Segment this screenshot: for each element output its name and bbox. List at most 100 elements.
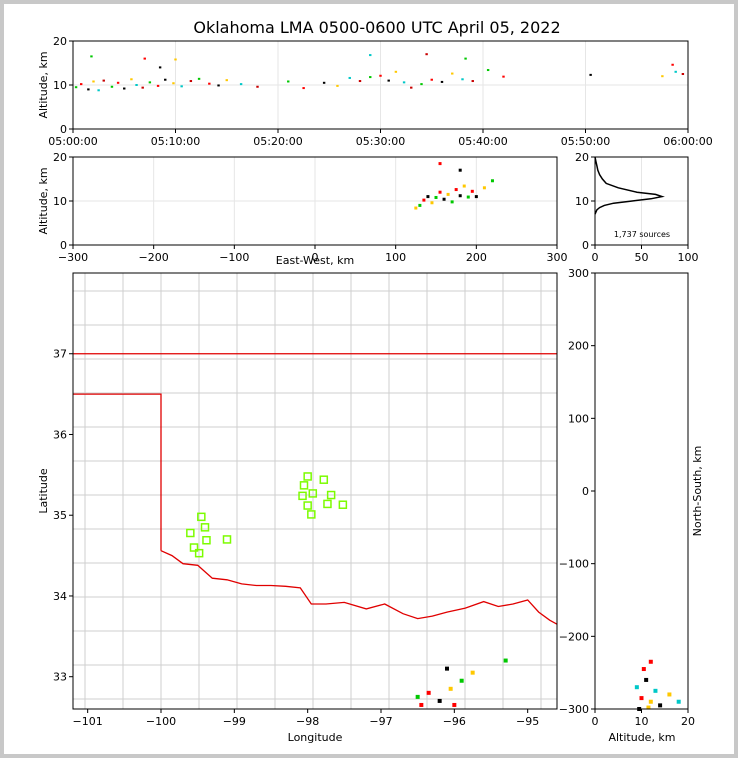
plan-view-source <box>437 698 442 703</box>
ns-height-point <box>676 699 681 704</box>
time-height-point <box>358 80 362 83</box>
ns-height-point <box>644 677 649 682</box>
ew-height-y-tick-label: 20 <box>53 151 67 164</box>
county-lines <box>73 273 557 709</box>
time-height-ticks: 05:00:00 05:10:00 05:20:00 05:30:00 05:40:00… <box>48 35 712 148</box>
ns-height-point <box>639 696 644 701</box>
lma-station-marker <box>338 500 348 509</box>
lma-station-marker <box>189 543 199 552</box>
lma-station-marker <box>303 472 312 481</box>
time-height-point <box>116 81 120 84</box>
plan-view-x-tick-label: −97 <box>369 715 392 728</box>
plan-view-source <box>419 702 424 707</box>
time-height-ylabel: Altitude, km <box>37 51 50 118</box>
source-count-note: 1,737 sources <box>614 230 670 239</box>
time-height-point <box>148 81 152 84</box>
ns-height-point <box>648 659 653 664</box>
plan-view-x-tick-label: −98 <box>296 715 319 728</box>
plan-view-sources <box>415 658 508 707</box>
time-height-point <box>302 87 305 90</box>
plan-view-x-tick-label: −101 <box>73 715 103 728</box>
time-height-point <box>671 63 674 66</box>
ns-height-points <box>634 659 681 711</box>
plan-view-xlabel: Longitude <box>288 731 343 744</box>
ew-height-point <box>462 184 466 188</box>
ns-height-x-tick-label: 0 <box>592 715 599 728</box>
plan-view-source <box>470 670 475 675</box>
ew-height-x-tick-label: −100 <box>219 251 249 264</box>
time-height-point <box>102 79 105 82</box>
ew-height-point <box>438 190 442 194</box>
time-height-point <box>172 82 175 85</box>
histogram-x-tick-label: 100 <box>678 251 699 264</box>
ew-height-point <box>438 162 442 166</box>
histogram-y-tick-label: 10 <box>575 195 589 208</box>
lma-stations <box>186 472 348 558</box>
ew-height-point <box>482 186 486 190</box>
time-height-point <box>110 85 114 88</box>
ew-height-y-tick-label: 0 <box>60 239 67 252</box>
ew-height-xlabel: East-West, km <box>276 254 354 267</box>
plan-view-y-tick-label: 35 <box>53 509 67 522</box>
time-height-points <box>74 53 685 92</box>
time-height-x-tick-label: 05:00:00 <box>48 135 97 148</box>
lma-station-marker <box>197 512 206 522</box>
time-height-point <box>80 83 83 86</box>
ew-height-x-tick-label: −200 <box>139 251 169 264</box>
time-height-point <box>348 76 351 79</box>
ns-height-panel: 0 10 20 −300 −200 −100 0 100 200 300 Altitude, km… <box>559 267 704 744</box>
time-height-point <box>464 57 467 60</box>
plan-view-source <box>448 686 453 691</box>
time-height-point <box>661 75 664 78</box>
lma-station-marker <box>202 536 211 545</box>
ew-height-point <box>454 188 458 192</box>
ns-height-ylabel: North-South, km <box>691 446 704 537</box>
ns-height-point <box>641 667 646 672</box>
ns-height-point <box>658 703 663 708</box>
ew-height-x-tick-label: −300 <box>58 251 88 264</box>
time-height-point <box>123 87 126 90</box>
histogram-ticks: 0 50 100 0 10 20 <box>575 151 699 264</box>
time-height-point <box>208 82 211 85</box>
histogram-x-tick-label: 0 <box>592 251 599 264</box>
ew-height-y-tick-label: 10 <box>53 195 67 208</box>
lma-station-marker <box>308 489 318 498</box>
time-height-point <box>369 54 372 57</box>
ew-height-point <box>434 195 438 199</box>
ew-height-point <box>470 189 474 193</box>
ns-height-point <box>646 705 651 710</box>
time-height-point <box>90 55 93 58</box>
lma-station-marker <box>222 535 232 544</box>
plan-view-map <box>73 273 557 709</box>
ew-height-point <box>490 179 494 183</box>
ns-height-x-tick-label: 20 <box>681 715 695 728</box>
oklahoma-state-border <box>73 353 557 625</box>
figure-canvas: Oklahoma LMA 0500-0600 UTC April 05, 202… <box>4 4 734 754</box>
ew-height-point <box>466 195 470 199</box>
time-height-panel: 05:00:00 05:10:00 05:20:00 05:30:00 05:40:00… <box>37 35 713 148</box>
plan-view-source <box>415 694 420 699</box>
ew-height-x-tick-label: 300 <box>547 251 568 264</box>
ns-height-point <box>653 688 658 693</box>
plan-view-ylabel: Latitude <box>37 468 50 514</box>
time-height-point <box>451 72 454 75</box>
time-height-x-tick-label: 05:20:00 <box>253 135 302 148</box>
time-height-point <box>410 86 413 89</box>
time-height-point <box>74 86 78 89</box>
time-height-point <box>87 88 90 91</box>
lma-station-marker <box>307 510 316 519</box>
plan-view-source <box>459 678 464 683</box>
time-height-point <box>440 80 444 83</box>
lma-station-marker <box>194 548 204 558</box>
ew-height-point <box>458 168 462 172</box>
ew-height-point <box>450 200 454 204</box>
ns-height-y-tick-label: 300 <box>568 267 589 280</box>
plan-view-x-tick-label: −96 <box>443 715 466 728</box>
ns-height-y-tick-label: 100 <box>568 412 589 425</box>
time-height-point <box>420 83 423 86</box>
lma-station-marker <box>186 528 195 538</box>
lma-station-marker <box>326 490 336 500</box>
plan-view-y-tick-label: 33 <box>53 671 67 684</box>
time-height-point <box>486 69 490 72</box>
plan-view-x-tick-label: −99 <box>223 715 246 728</box>
